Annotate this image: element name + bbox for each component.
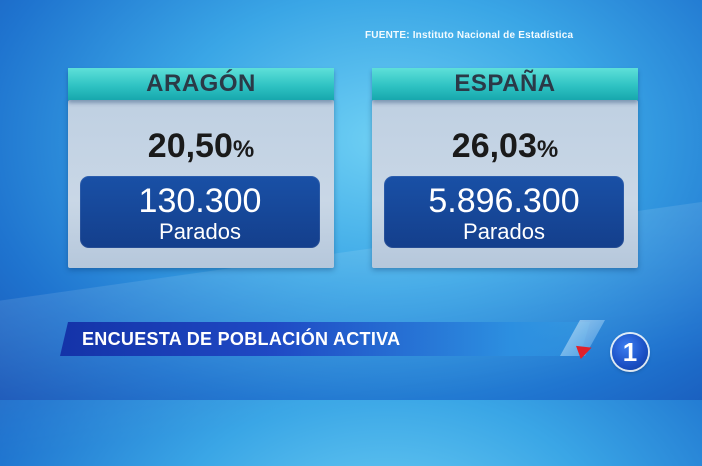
region-panel-aragon: ARAGÓN 20,50% 130.300 Parados xyxy=(68,68,334,268)
unemployed-label: Parados xyxy=(159,219,241,244)
region-name: ARAGÓN xyxy=(68,68,334,100)
rate-sign: % xyxy=(232,136,255,163)
unemployed-count: 5.896.300 xyxy=(428,182,580,220)
rate-value: 26,03 xyxy=(451,127,537,165)
lower-third-bar: ENCUESTA DE POBLACIÓN ACTIVA xyxy=(60,322,590,356)
region-panel-espana: ESPAÑA 26,03% 5.896.300 Parados xyxy=(372,68,638,268)
unemployment-rate: 26,03% xyxy=(372,126,638,170)
unemployment-rate: 20,50% xyxy=(68,126,334,170)
rate-value: 20,50 xyxy=(147,127,233,165)
unemployed-box: 130.300 Parados xyxy=(80,176,320,248)
tve-1-logo-icon: 1 xyxy=(612,334,648,370)
unemployed-count: 130.300 xyxy=(138,182,262,220)
rate-sign: % xyxy=(536,136,559,163)
region-name: ESPAÑA xyxy=(372,68,638,100)
source-credit: FUENTE: Instituto Nacional de Estadístic… xyxy=(365,30,574,41)
unemployed-label: Parados xyxy=(463,219,545,244)
lower-third-title: ENCUESTA DE POBLACIÓN ACTIVA xyxy=(82,329,401,349)
unemployed-box: 5.896.300 Parados xyxy=(384,176,624,248)
